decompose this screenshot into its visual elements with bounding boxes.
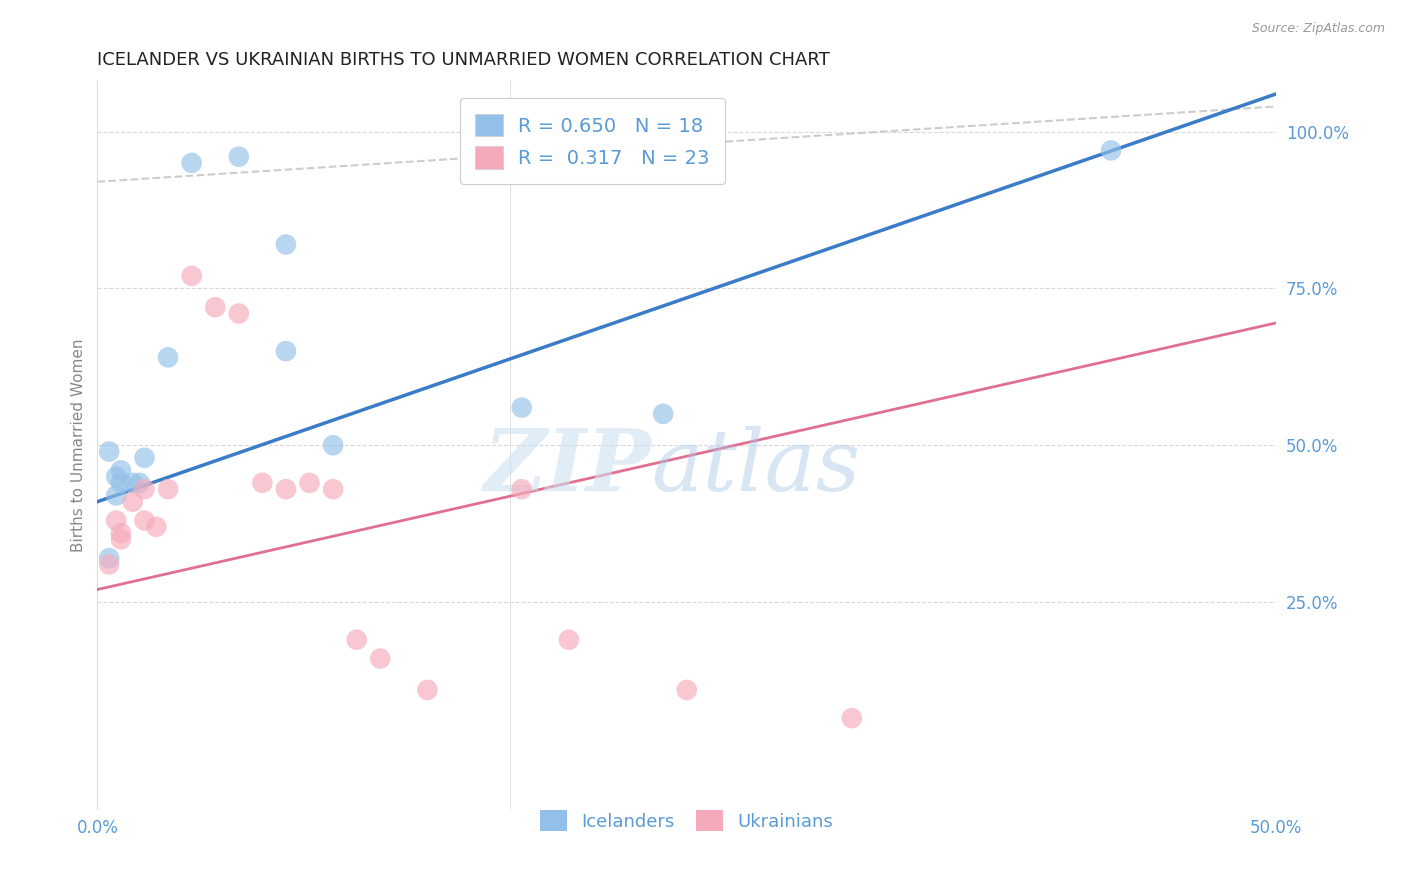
Point [558,632,581,647]
Point [274,344,297,359]
Point [134,482,156,496]
Point [110,533,132,547]
Point [157,482,180,496]
Point [510,482,533,496]
Point [1099,144,1122,158]
Point [252,475,274,490]
Point [134,450,156,465]
Point [98,551,121,566]
Point [298,475,321,490]
Point [228,150,250,164]
Point [346,632,368,647]
Point [145,520,167,534]
Point [652,407,675,421]
Legend: Icelanders, Ukrainians: Icelanders, Ukrainians [527,797,846,844]
Text: Source: ZipAtlas.com: Source: ZipAtlas.com [1251,22,1385,36]
Point [98,444,121,458]
Point [105,469,128,483]
Point [180,268,202,283]
Point [228,306,250,320]
Point [510,401,533,415]
Point [98,558,121,572]
Point [128,475,150,490]
Point [110,463,132,477]
Point [204,300,226,314]
Point [274,237,297,252]
Point [121,494,143,508]
Point [322,438,344,452]
Point [274,482,297,496]
Point [368,651,391,665]
Point [416,682,439,697]
Point [110,526,132,541]
Point [110,475,132,490]
Point [157,351,180,365]
Text: ZIP: ZIP [484,425,651,508]
Text: ICELANDER VS UKRAINIAN BIRTHS TO UNMARRIED WOMEN CORRELATION CHART: ICELANDER VS UKRAINIAN BIRTHS TO UNMARRI… [97,51,830,69]
Point [180,156,202,170]
Point [105,514,128,528]
Point [121,475,143,490]
Point [841,711,863,725]
Point [134,514,156,528]
Point [105,488,128,502]
Point [322,482,344,496]
Text: atlas: atlas [651,425,860,508]
Y-axis label: Births to Unmarried Women: Births to Unmarried Women [72,338,86,552]
Point [675,682,697,697]
